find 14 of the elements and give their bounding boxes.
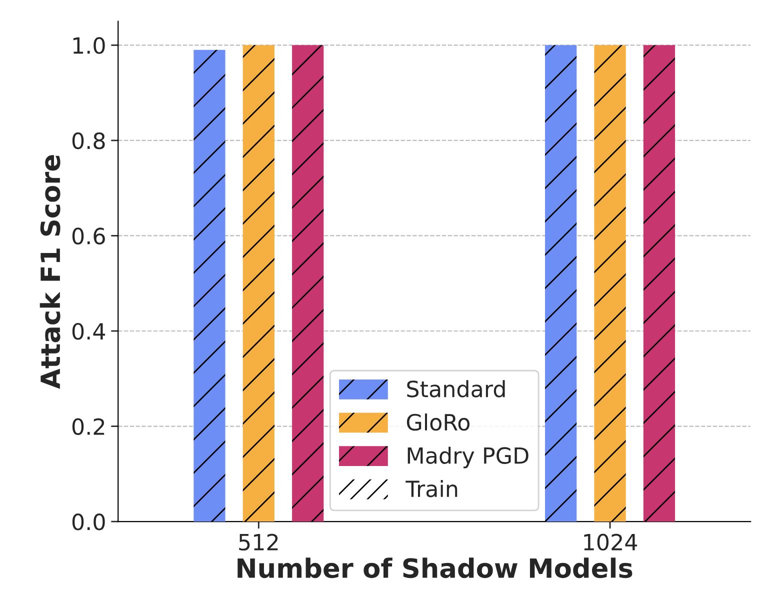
y-axis-title: Attack F1 Score [40,155,60,389]
x-axis-title: Number of Shadow Models [238,558,632,578]
legend-label: Standard [407,380,505,398]
annotation: Train [406,480,458,498]
y-tick-label: 0.0 [72,514,105,530]
x-tick-label: 512 [239,534,278,551]
y-tick-label: 1.0 [73,37,105,54]
y-tick-label: 0.2 [72,418,104,436]
y-tick-label: 0.6 [72,228,105,244]
y-tick-label: 0.4 [72,322,106,340]
legend-label: GloRo [406,413,470,431]
y-tick-label: 0.8 [72,132,105,150]
legend-label: Madry PGD [408,446,528,468]
x-tick-label: 1024 [584,534,638,551]
